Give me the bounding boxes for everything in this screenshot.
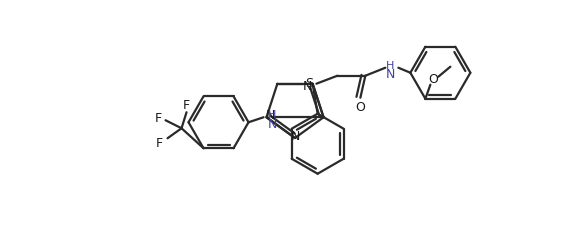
- Text: O: O: [355, 101, 365, 114]
- Text: N: N: [385, 68, 395, 81]
- Text: N: N: [266, 109, 275, 122]
- Text: F: F: [156, 137, 163, 150]
- Text: N: N: [303, 80, 312, 93]
- Text: N: N: [268, 118, 277, 131]
- Text: N: N: [290, 129, 299, 142]
- Text: H: H: [386, 61, 395, 71]
- Text: O: O: [428, 73, 438, 86]
- Text: H: H: [268, 110, 277, 120]
- Text: F: F: [155, 112, 162, 125]
- Text: S: S: [306, 77, 314, 90]
- Text: F: F: [183, 99, 190, 112]
